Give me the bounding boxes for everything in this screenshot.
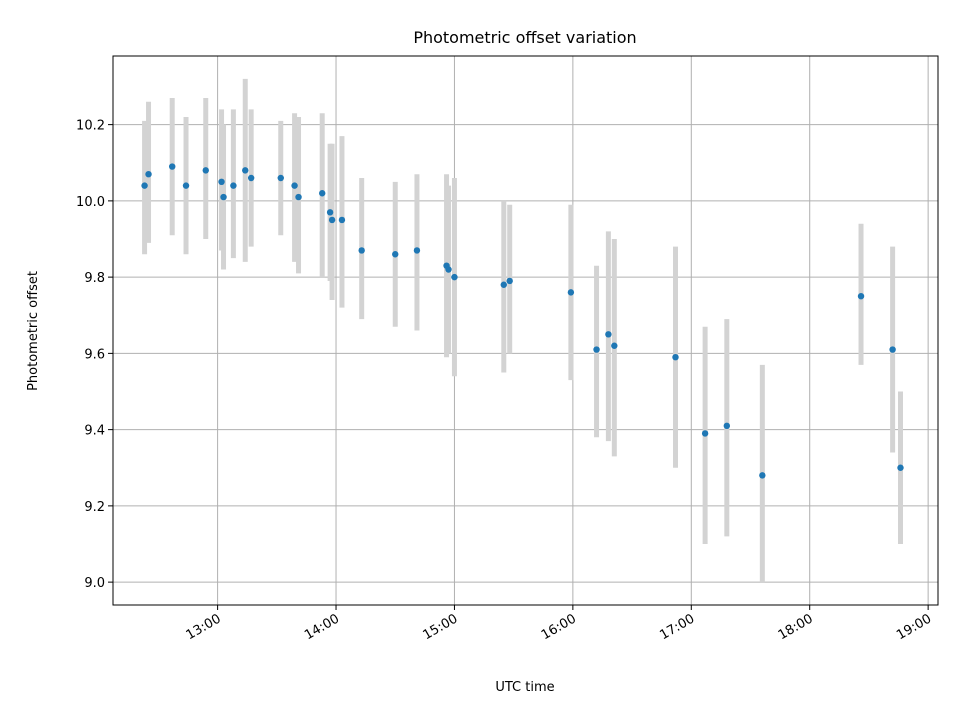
data-point (247, 174, 255, 182)
data-point (451, 273, 458, 281)
data-point (242, 167, 249, 174)
data-point (500, 281, 507, 288)
y-tick-label: 9.6 (84, 347, 105, 362)
x-tick-label: 17:00 (657, 611, 697, 643)
data-point (889, 346, 896, 353)
data-point (326, 209, 334, 216)
x-tick-label: 19:00 (894, 611, 934, 643)
data-point (611, 342, 618, 349)
x-axis-label: UTC time (495, 680, 554, 695)
y-tick-label: 9.4 (84, 424, 105, 439)
data-point (897, 464, 904, 471)
data-point (145, 170, 152, 178)
data-point (593, 346, 600, 353)
point-layer (141, 163, 904, 479)
data-point (567, 289, 575, 296)
data-point (338, 216, 346, 224)
data-point (230, 182, 237, 189)
data-point (358, 247, 365, 254)
data-point (202, 167, 209, 174)
x-tick-label: 13:00 (184, 611, 224, 643)
y-axis-label: Photometric offset (26, 271, 41, 391)
data-point (141, 182, 148, 189)
x-tick-label: 18:00 (776, 611, 816, 643)
data-point (445, 266, 452, 273)
data-point (291, 182, 298, 189)
y-tick-label: 9.2 (84, 500, 105, 515)
data-point (169, 163, 176, 170)
y-tick-label: 9.0 (84, 576, 105, 591)
data-point (392, 251, 399, 258)
data-point (328, 216, 336, 224)
data-point (857, 292, 865, 300)
data-point (672, 353, 679, 361)
y-tick-label: 9.8 (84, 271, 105, 286)
grid-layer (113, 56, 938, 605)
data-point (759, 472, 766, 479)
data-point (723, 422, 731, 430)
data-point (319, 190, 326, 197)
data-point (220, 193, 227, 201)
chart-title: Photometric offset variation (413, 28, 636, 47)
data-point (182, 182, 190, 189)
errorbar-layer (142, 78, 903, 583)
data-point (295, 193, 302, 201)
data-point (277, 174, 284, 182)
data-point (218, 178, 225, 186)
x-tick-label: 15:00 (420, 611, 460, 643)
y-tick-label: 10.2 (76, 119, 105, 134)
plot-frame (112, 55, 939, 606)
x-tick-label: 14:00 (302, 611, 342, 643)
data-point (605, 331, 612, 338)
data-point (413, 247, 421, 254)
x-tick-label: 16:00 (539, 611, 579, 643)
data-point (701, 430, 709, 437)
data-point (506, 277, 513, 285)
y-tick-label: 10.0 (76, 195, 105, 210)
